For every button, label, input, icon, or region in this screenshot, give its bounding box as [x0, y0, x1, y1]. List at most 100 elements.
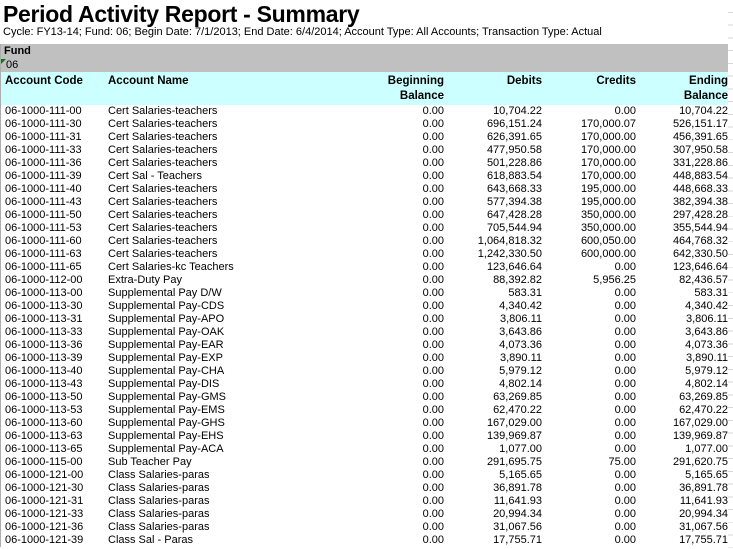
table-row: 06-1000-113-36 Supplemental Pay-EAR 0.00 4,…	[1, 339, 728, 352]
ending-balance-cell: 382,394.38	[672, 196, 728, 208]
ending-balance-cell: 123,646.64	[672, 261, 728, 273]
ending-balance-cell: 642,330.50	[672, 248, 728, 260]
table-row: 06-1000-111-43 Cert Salaries-teachers 0.00…	[1, 196, 728, 209]
account-code-cell: 06-1000-111-39	[5, 170, 82, 182]
account-code-cell: 06-1000-121-00	[5, 469, 84, 481]
credits-cell: 5,956.25	[593, 274, 636, 286]
beginning-balance-cell: 0.00	[422, 534, 444, 546]
table-row: 06-1000-113-00 Supplemental Pay D/W 0.00 58…	[1, 287, 728, 300]
account-name-cell: Cert Salaries-teachers	[108, 196, 218, 208]
debits-cell: 4,340.42	[499, 300, 542, 312]
credits-cell: 75.00	[608, 456, 636, 468]
credits-cell: 0.00	[614, 391, 636, 403]
account-code-cell: 06-1000-111-36	[5, 157, 82, 169]
credits-cell: 170,000.00	[580, 131, 636, 143]
account-name-cell: Class Salaries-paras	[108, 521, 210, 533]
account-name-cell: Supplemental Pay-DIS	[108, 378, 220, 390]
ending-balance-cell: 5,979.12	[685, 365, 728, 377]
debits-cell: 1,242,330.50	[477, 248, 542, 260]
account-name-cell: Supplemental Pay-ACA	[108, 443, 224, 455]
account-activity-table: Account Code Account Name Beginning Balan…	[1, 72, 728, 547]
debits-cell: 31,067.56	[493, 521, 542, 533]
credits-cell: 0.00	[614, 339, 636, 351]
beginning-balance-cell: 0.00	[422, 404, 444, 416]
account-code-cell: 06-1000-113-33	[5, 326, 83, 338]
credits-cell: 0.00	[614, 404, 636, 416]
account-name-cell: Supplemental Pay-CDS	[108, 300, 225, 312]
table-row: 06-1000-121-00 Class Salaries-paras 0.00 5,…	[1, 469, 728, 482]
credits-cell: 0.00	[614, 508, 636, 520]
credits-cell: 0.00	[614, 534, 636, 546]
account-code-cell: 06-1000-113-30	[5, 300, 83, 312]
table-row: 06-1000-111-00 Cert Salaries-teachers 0.00…	[1, 105, 728, 118]
beginning-balance-cell: 0.00	[422, 274, 444, 286]
account-code-cell: 06-1000-111-50	[5, 209, 82, 221]
account-code-cell: 06-1000-121-36	[5, 521, 84, 533]
account-name-cell: Supplemental Pay-GMS	[108, 391, 226, 403]
table-row: 06-1000-113-30 Supplemental Pay-CDS 0.00 4,…	[1, 300, 728, 313]
beginning-balance-cell: 0.00	[422, 430, 444, 442]
credits-cell: 0.00	[614, 430, 636, 442]
column-header-ending-balance: Ending Balance	[636, 72, 728, 105]
account-name-cell: Supplemental Pay-EAR	[108, 339, 224, 351]
ending-balance-cell: 139,969.87	[672, 430, 728, 442]
column-header-account-name: Account Name	[104, 72, 361, 105]
account-name-cell: Supplemental Pay-EXP	[108, 352, 223, 364]
debits-cell: 3,643.86	[499, 326, 542, 338]
credits-cell: 0.00	[614, 105, 636, 117]
table-row: 06-1000-112-00 Extra-Duty Pay 0.00 88,392.8…	[1, 274, 728, 287]
table-row: 06-1000-111-53 Cert Salaries-teachers 0.00…	[1, 222, 728, 235]
account-name-cell: Class Sal - Paras	[108, 534, 193, 546]
account-name-cell: Cert Salaries-teachers	[108, 157, 218, 169]
table-row: 06-1000-111-33 Cert Salaries-teachers 0.00…	[1, 144, 728, 157]
debits-cell: 11,641.93	[493, 495, 542, 507]
table-row: 06-1000-111-63 Cert Salaries-teachers 0.00…	[1, 248, 728, 261]
account-code-cell: 06-1000-113-43	[5, 378, 83, 390]
ending-balance-cell: 63,269.85	[679, 391, 728, 403]
table-row: 06-1000-111-36 Cert Salaries-teachers 0.00…	[1, 157, 728, 170]
debits-cell: 20,994.34	[493, 508, 542, 520]
beginning-balance-cell: 0.00	[422, 105, 444, 117]
credits-cell: 0.00	[614, 300, 636, 312]
ending-balance-cell: 5,165.65	[685, 469, 728, 481]
credits-cell: 600,000.00	[580, 248, 636, 260]
debits-cell: 501,228.86	[486, 157, 542, 169]
ending-balance-cell: 307,950.58	[672, 144, 728, 156]
table-row: 06-1000-113-63 Supplemental Pay-EHS 0.00 13…	[1, 430, 728, 443]
beginning-balance-cell: 0.00	[422, 378, 444, 390]
credits-cell: 0.00	[614, 378, 636, 390]
beginning-balance-cell: 0.00	[422, 157, 444, 169]
account-code-cell: 06-1000-113-40	[5, 365, 83, 377]
debits-cell: 291,695.75	[486, 456, 542, 468]
account-name-cell: Cert Salaries-teachers	[108, 222, 218, 234]
account-code-cell: 06-1000-121-33	[5, 508, 84, 520]
beginning-balance-cell: 0.00	[422, 326, 444, 338]
debits-cell: 647,428.28	[486, 209, 542, 221]
ending-balance-cell: 464,768.32	[672, 235, 728, 247]
credits-cell: 600,050.00	[580, 235, 636, 247]
beginning-balance-cell: 0.00	[422, 521, 444, 533]
table-row: 06-1000-115-00 Sub Teacher Pay 0.00 291,695…	[1, 456, 728, 469]
debits-cell: 477,950.58	[486, 144, 542, 156]
debits-cell: 577,394.38	[486, 196, 542, 208]
fund-group-band: Fund 06	[1, 44, 728, 72]
beginning-balance-cell: 0.00	[422, 118, 444, 130]
ending-balance-cell: 4,802.14	[685, 378, 728, 390]
credits-cell: 0.00	[614, 417, 636, 429]
account-code-cell: 06-1000-121-31	[5, 495, 84, 507]
table-row: 06-1000-113-43 Supplemental Pay-DIS 0.00 4,…	[1, 378, 728, 391]
table-row: 06-1000-111-60 Cert Salaries-teachers 0.00…	[1, 235, 728, 248]
debits-cell: 62,470.22	[493, 404, 542, 416]
account-name-cell: Supplemental Pay-APO	[108, 313, 225, 325]
account-name-cell: Cert Salaries-teachers	[108, 118, 218, 130]
fund-group-value[interactable]: 06	[6, 59, 19, 71]
ending-balance-cell: 448,883.54	[672, 170, 728, 182]
debits-cell: 626,391.65	[486, 131, 542, 143]
beginning-balance-cell: 0.00	[422, 287, 444, 299]
table-row: 06-1000-121-33 Class Salaries-paras 0.00 20…	[1, 508, 728, 521]
account-code-cell: 06-1000-113-60	[5, 417, 83, 429]
debits-cell: 4,073.36	[499, 339, 542, 351]
column-header-debits: Debits	[444, 72, 542, 105]
report-title: Period Activity Report - Summary	[3, 1, 360, 27]
